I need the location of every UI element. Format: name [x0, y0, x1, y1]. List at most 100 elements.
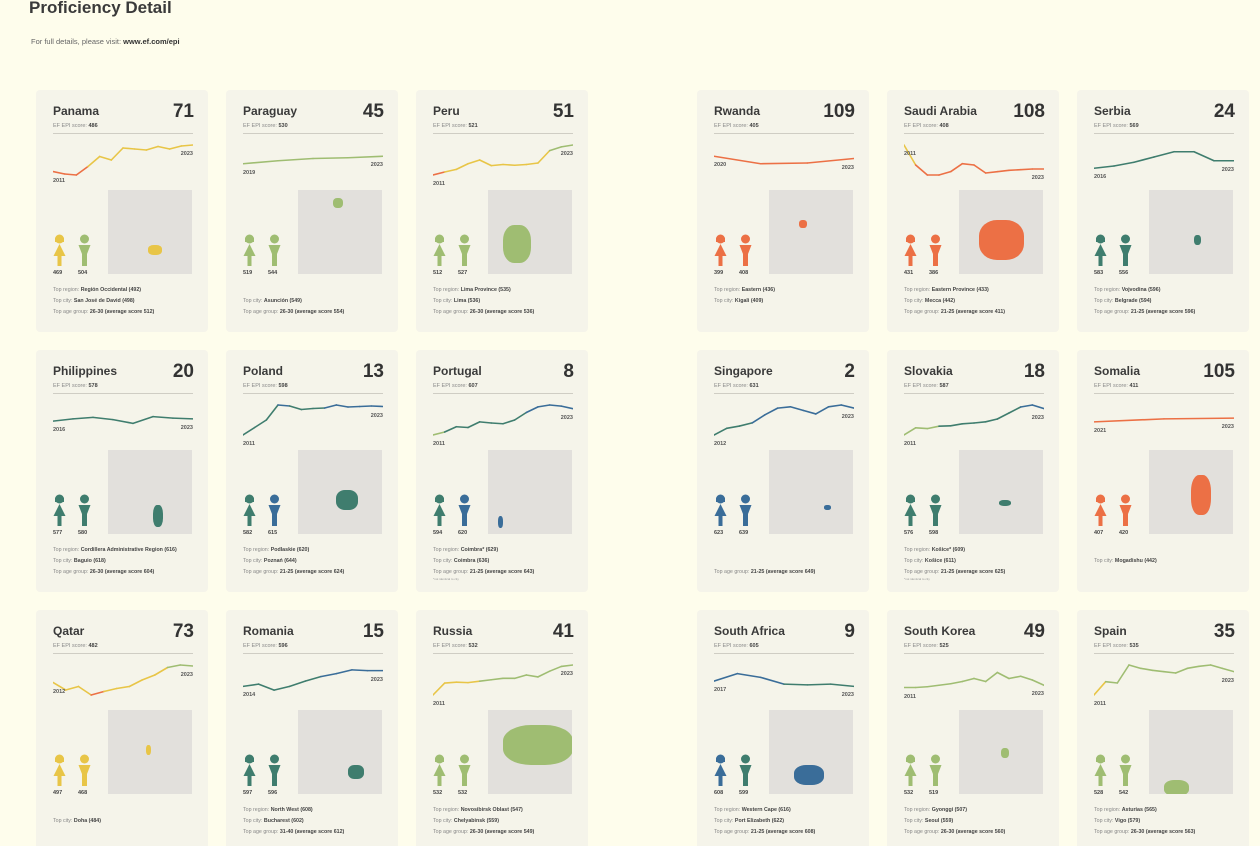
top-region-label: Top region:: [433, 287, 460, 293]
female-score: 582: [243, 530, 253, 536]
top-city-label: Top city:: [433, 298, 453, 304]
trend-segment: [75, 165, 89, 176]
top-region-value: Cordillera Administrative Region (616): [80, 547, 177, 553]
top-region: Top region: Vojvodina (596): [1094, 287, 1160, 293]
epi-score: EF EPI score: 486: [53, 123, 98, 129]
country-card[interactable]: Singapore 2 EF EPI score: 631 2012 2023 623 63…: [697, 350, 869, 592]
trend-segment: [351, 669, 369, 672]
country-card[interactable]: Romania 15 EF EPI score: 596 2014 2023 597 596…: [226, 610, 398, 846]
trend-segment: [433, 431, 446, 436]
country-card[interactable]: South Korea 49 EF EPI score: 525 2011 2023 53…: [887, 610, 1059, 846]
first-year-label: 2019: [243, 169, 256, 176]
trend-segment: [122, 147, 136, 150]
first-year-label: 2020: [714, 162, 727, 169]
country-card[interactable]: Paraguay 45 EF EPI score: 530 2019 2023 519 54…: [226, 90, 398, 332]
top-city-label: Top city:: [53, 558, 73, 564]
country-card[interactable]: Russia 41 EF EPI score: 532 2011 2023 532 532 T…: [416, 610, 588, 846]
trend-segment: [98, 155, 113, 161]
female-icon: [904, 494, 917, 526]
trend-segment: [537, 670, 551, 678]
last-year-label: 2023: [841, 164, 854, 171]
country-card[interactable]: Panama 71 EF EPI score: 486 2011 2023 469 504 T…: [36, 90, 208, 332]
country-rank: 9: [844, 621, 855, 642]
trend-segment: [961, 677, 975, 683]
female-score: 519: [243, 270, 253, 276]
female-icon: [433, 494, 446, 526]
divider: [53, 393, 193, 394]
male-icon: [1119, 494, 1132, 526]
top-region-label: Top region:: [904, 287, 931, 293]
male-score: 519: [929, 790, 939, 796]
trend-segment: [1186, 665, 1200, 670]
country-rank: 18: [1023, 361, 1045, 382]
top-city-value: Chelyabinsk (559): [453, 818, 499, 824]
top-region: Top region: Coimbra* (629): [433, 547, 498, 553]
country-card[interactable]: Somalia 105 EF EPI score: 411 2021 2023 407 42…: [1077, 350, 1249, 592]
trend-segment: [154, 666, 169, 676]
score-label: EF EPI score:: [1094, 383, 1128, 389]
country-card[interactable]: Spain 35 EF EPI score: 535 2011 2023 528 542 To…: [1077, 610, 1249, 846]
country-highlight: [979, 220, 1024, 260]
divider: [53, 133, 193, 134]
trend-segment: [478, 678, 493, 682]
top-city-value: Košice (611): [924, 558, 956, 564]
trend-segment: [736, 672, 762, 679]
country-rank: 41: [552, 621, 574, 642]
trend-segment: [110, 147, 124, 161]
female-icon: [1094, 754, 1107, 786]
trend-segment: [525, 674, 539, 678]
trend-segment: [904, 426, 917, 436]
trend-segment: [277, 157, 314, 162]
trend-segment: [132, 415, 154, 425]
male-icon: [458, 234, 471, 266]
score-label: EF EPI score:: [433, 383, 467, 389]
country-card[interactable]: Qatar 73 EF EPI score: 482 2012 2023 497 468 To…: [36, 610, 208, 846]
trend-segment: [961, 422, 975, 425]
country-card[interactable]: Saudi Arabia 108 EF EPI score: 408 2011 2023…: [887, 90, 1059, 332]
country-rank: 15: [362, 621, 384, 642]
country-card[interactable]: Portugal 8 EF EPI score: 607 2011 2023 594 620…: [416, 350, 588, 592]
epi-link[interactable]: www.ef.com/epi: [123, 37, 180, 46]
country-map: [769, 710, 853, 794]
top-age: Top age group: 21-25 (average score 411): [904, 309, 1005, 315]
epi-score: EF EPI score: 607: [433, 383, 478, 389]
trend-segment: [1163, 417, 1234, 420]
female-score: 469: [53, 270, 63, 276]
trend-segment: [984, 671, 999, 683]
top-region-value: Novosibirsk Oblast (547): [460, 807, 523, 813]
trend-segment: [433, 171, 446, 176]
country-highlight: [794, 765, 824, 785]
trend-segment: [145, 145, 159, 151]
male-score: 620: [458, 530, 468, 536]
trend-segment: [984, 170, 999, 174]
top-region-value: North West (608): [270, 807, 313, 813]
score-label: EF EPI score:: [1094, 123, 1128, 129]
country-card[interactable]: South Africa 9 EF EPI score: 605 2017 2023 60…: [697, 610, 869, 846]
top-age: Top age group: 26-30 (average score 563): [1094, 829, 1195, 835]
last-year-label: 2023: [841, 692, 854, 699]
trend-segment: [1008, 168, 1022, 172]
country-card[interactable]: Peru 51 EF EPI score: 521 2011 2023 512 527 Top…: [416, 90, 588, 332]
male-icon: [268, 494, 281, 526]
country-highlight: [333, 198, 343, 208]
trend-segment: [783, 683, 809, 686]
top-age-label: Top age group:: [714, 569, 750, 575]
country-card[interactable]: Serbia 24 EF EPI score: 569 2016 2023 583 556 T…: [1077, 90, 1249, 332]
divider: [243, 653, 383, 654]
country-card[interactable]: Poland 13 EF EPI score: 598 2011 2023 582 615 T…: [226, 350, 398, 592]
top-city: Top city: Košice (611): [904, 558, 956, 564]
last-year-label: 2023: [560, 414, 573, 421]
trend-segment: [984, 418, 999, 423]
country-card[interactable]: Philippines 20 EF EPI score: 578 2016 2023 57…: [36, 350, 208, 592]
country-highlight: [148, 245, 162, 255]
top-age-label: Top age group:: [433, 569, 469, 575]
country-name: Peru: [433, 104, 460, 118]
country-card[interactable]: Slovakia 18 EF EPI score: 587 2011 2023 576 59…: [887, 350, 1059, 592]
trend-segment: [1163, 670, 1177, 674]
epi-score: EF EPI score: 532: [433, 643, 478, 649]
country-name: Paraguay: [243, 104, 298, 118]
last-year-label: 2023: [841, 414, 854, 421]
trend-segment: [1174, 667, 1189, 674]
country-card[interactable]: Rwanda 109 EF EPI score: 405 2020 2023 399 408…: [697, 90, 869, 332]
country-highlight: [498, 516, 503, 528]
